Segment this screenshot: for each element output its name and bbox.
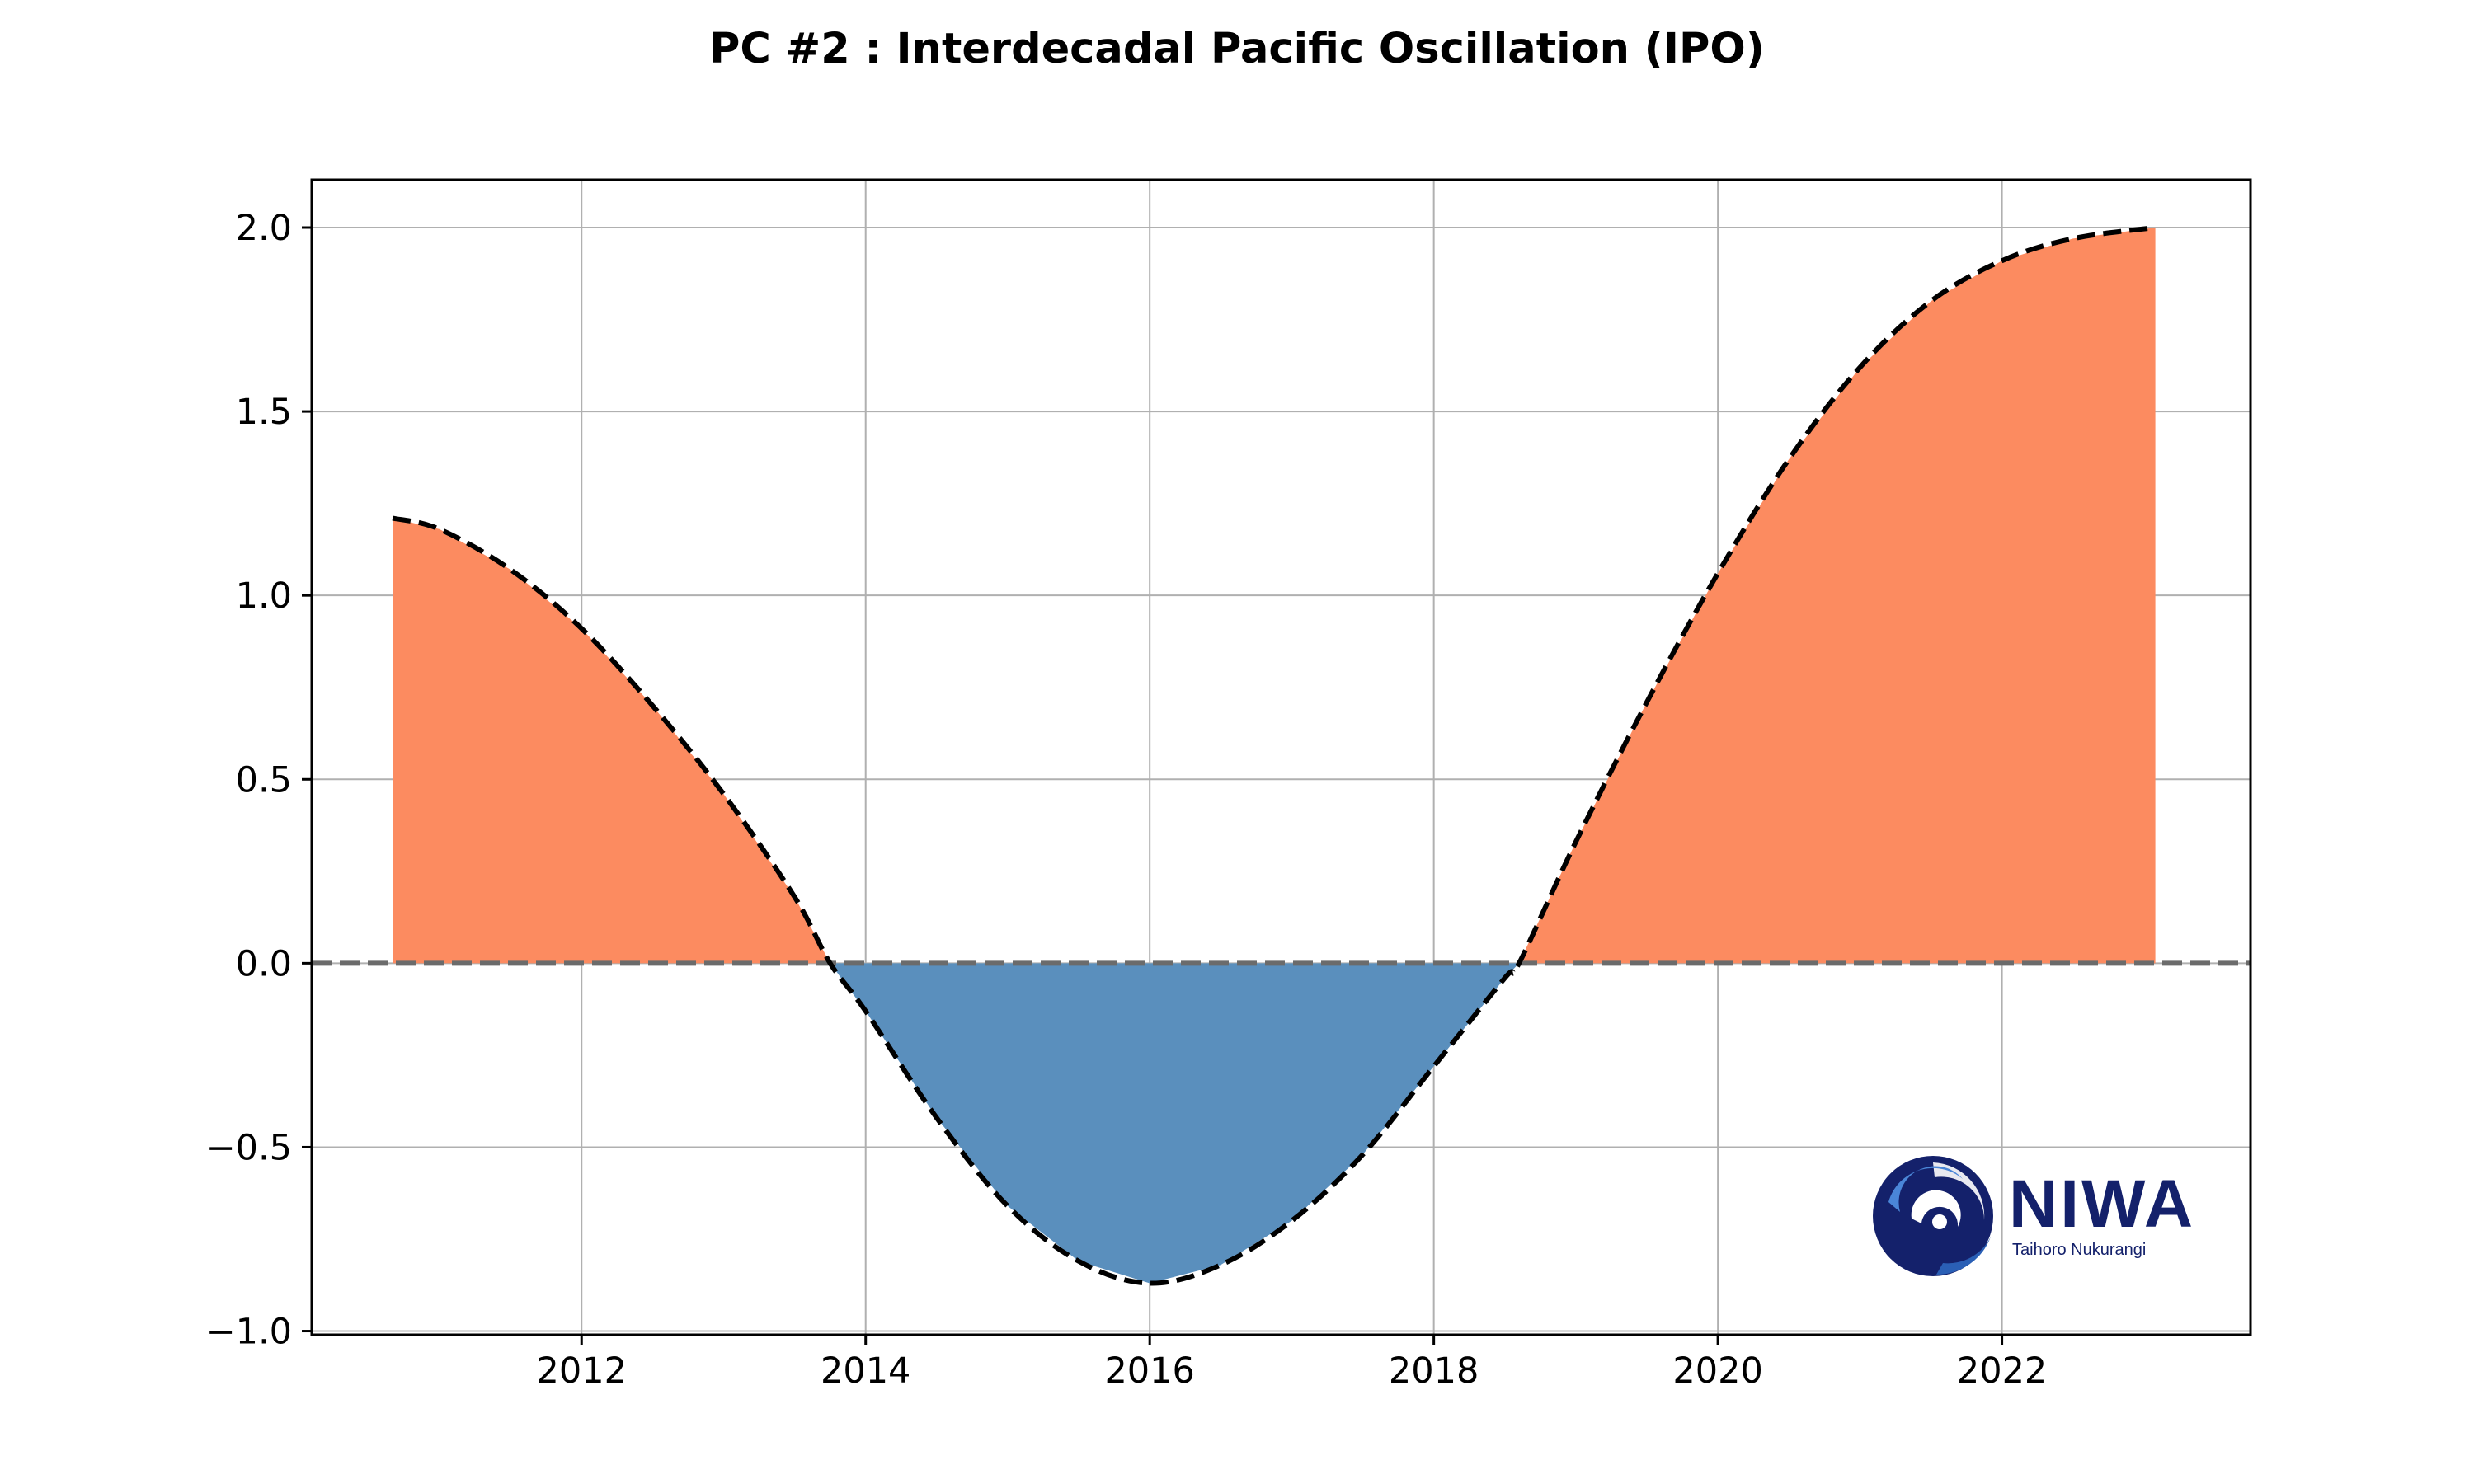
niwa-swirl-icon <box>1873 1156 1993 1276</box>
area-fills <box>393 228 2156 1284</box>
y-tick-label: 1.5 <box>236 392 292 433</box>
logo-wordmark: NIWA <box>2009 1167 2195 1242</box>
logo-tagline: Taihoro Nukurangi <box>2012 1241 2146 1259</box>
series-line <box>392 225 2156 1286</box>
x-tick-label: 2020 <box>1672 1350 1762 1392</box>
chart-title: PC #2 : Interdecadal Pacific Oscillation… <box>709 25 1765 73</box>
series-lines <box>392 225 2156 1286</box>
y-tick-label: 2.0 <box>236 208 292 249</box>
x-tick-label: 2014 <box>821 1350 910 1392</box>
x-tick-label: 2022 <box>1957 1350 2047 1392</box>
y-tick-label: −0.5 <box>206 1127 292 1168</box>
x-axis-ticks: 2012 2014 2016 2018 2020 2022 <box>537 1335 2047 1392</box>
x-tick-label: 2018 <box>1389 1350 1479 1392</box>
positive-area <box>393 518 830 964</box>
y-tick-label: 0.5 <box>236 759 292 801</box>
x-tick-label: 2016 <box>1104 1350 1194 1392</box>
y-tick-label: −1.0 <box>206 1312 292 1353</box>
y-axis-ticks: −1.0 −0.5 0.0 0.5 1.0 1.5 2.0 <box>206 208 312 1353</box>
y-tick-label: 0.0 <box>236 943 292 984</box>
negative-area <box>830 963 1519 1284</box>
y-tick-label: 1.0 <box>236 575 292 617</box>
plot-frame <box>310 178 2252 1336</box>
x-tick-label: 2012 <box>537 1350 627 1392</box>
niwa-logo: NIWA Taihoro Nukurangi <box>1873 1156 2195 1276</box>
positive-area <box>1519 228 2156 964</box>
